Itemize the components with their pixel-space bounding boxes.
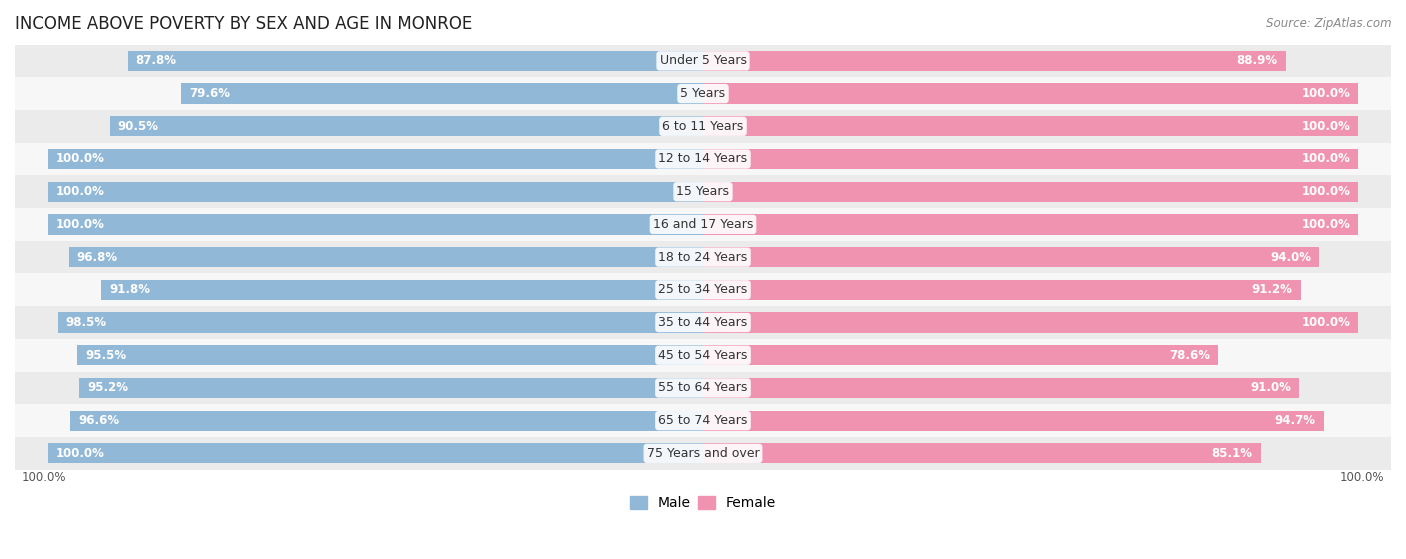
Text: 65 to 74 Years: 65 to 74 Years [658,414,748,427]
Text: 94.0%: 94.0% [1270,250,1310,264]
Text: 35 to 44 Years: 35 to 44 Years [658,316,748,329]
Text: 85.1%: 85.1% [1212,447,1253,460]
Text: 45 to 54 Years: 45 to 54 Years [658,349,748,362]
Bar [15,273,1391,306]
Text: 90.5%: 90.5% [118,120,159,133]
Bar [48,149,703,169]
Text: 88.9%: 88.9% [1236,54,1278,68]
Bar [69,247,703,267]
Text: 100.0%: 100.0% [1302,87,1350,100]
Bar [15,176,1391,208]
Bar [15,241,1391,273]
Text: 87.8%: 87.8% [135,54,177,68]
Text: 91.8%: 91.8% [110,283,150,296]
Bar [703,214,1358,235]
Text: 6 to 11 Years: 6 to 11 Years [662,120,744,133]
Bar [703,410,1323,431]
Text: 100.0%: 100.0% [21,471,66,484]
Text: 100.0%: 100.0% [56,447,104,460]
Text: 91.2%: 91.2% [1251,283,1292,296]
Text: 100.0%: 100.0% [56,218,104,231]
Bar [48,214,703,235]
Text: 100.0%: 100.0% [1340,471,1385,484]
Bar [15,437,1391,470]
Text: 78.6%: 78.6% [1170,349,1211,362]
Text: 12 to 14 Years: 12 to 14 Years [658,153,748,165]
Bar [77,345,703,366]
Text: 25 to 34 Years: 25 to 34 Years [658,283,748,296]
Bar [15,77,1391,110]
Bar [15,306,1391,339]
Text: 100.0%: 100.0% [56,185,104,198]
Bar [70,410,703,431]
Legend: Male, Female: Male, Female [624,491,782,516]
Bar [703,378,1299,398]
Text: 15 Years: 15 Years [676,185,730,198]
Bar [703,345,1218,366]
Bar [15,339,1391,372]
Text: Source: ZipAtlas.com: Source: ZipAtlas.com [1267,17,1392,30]
Bar [110,116,703,136]
Bar [703,116,1358,136]
Bar [181,83,703,104]
Text: 100.0%: 100.0% [1302,316,1350,329]
Text: 91.0%: 91.0% [1250,381,1291,395]
Text: 5 Years: 5 Years [681,87,725,100]
Bar [15,372,1391,404]
Bar [15,110,1391,143]
Bar [58,312,703,333]
Text: 75 Years and over: 75 Years and over [647,447,759,460]
Text: 100.0%: 100.0% [1302,120,1350,133]
Text: 96.8%: 96.8% [76,250,118,264]
Bar [703,149,1358,169]
Text: 96.6%: 96.6% [77,414,120,427]
Bar [15,143,1391,176]
Bar [703,443,1261,463]
Bar [128,51,703,71]
Text: 100.0%: 100.0% [56,153,104,165]
Text: 79.6%: 79.6% [190,87,231,100]
Bar [101,280,703,300]
Bar [703,51,1285,71]
Text: 100.0%: 100.0% [1302,185,1350,198]
Bar [48,443,703,463]
Text: Under 5 Years: Under 5 Years [659,54,747,68]
Text: 16 and 17 Years: 16 and 17 Years [652,218,754,231]
Text: 95.2%: 95.2% [87,381,128,395]
Bar [703,247,1319,267]
Bar [703,182,1358,202]
Text: INCOME ABOVE POVERTY BY SEX AND AGE IN MONROE: INCOME ABOVE POVERTY BY SEX AND AGE IN M… [15,15,472,33]
Bar [703,280,1301,300]
Bar [15,404,1391,437]
Text: 100.0%: 100.0% [1302,218,1350,231]
Text: 95.5%: 95.5% [86,349,127,362]
Bar [703,83,1358,104]
Bar [15,45,1391,77]
Bar [48,182,703,202]
Bar [703,312,1358,333]
Bar [15,208,1391,241]
Text: 98.5%: 98.5% [66,316,107,329]
Text: 94.7%: 94.7% [1275,414,1316,427]
Bar [79,378,703,398]
Text: 100.0%: 100.0% [1302,153,1350,165]
Text: 55 to 64 Years: 55 to 64 Years [658,381,748,395]
Text: 18 to 24 Years: 18 to 24 Years [658,250,748,264]
